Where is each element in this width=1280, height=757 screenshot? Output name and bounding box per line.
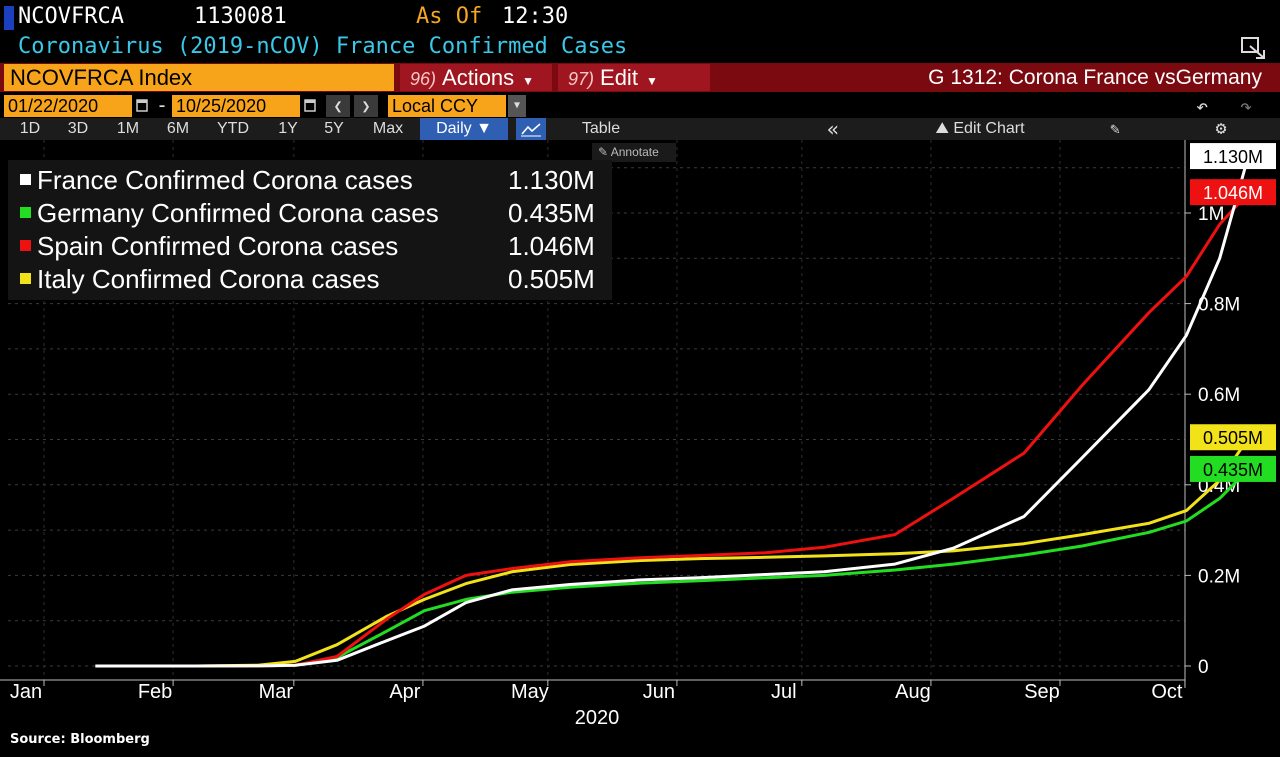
chart-toolbar <box>0 118 1280 140</box>
legend-swatch <box>20 240 31 251</box>
chart-edit-icon: ⛰ <box>935 120 954 137</box>
y-tick-label: 0.6M <box>1198 385 1240 406</box>
frequency-dropdown[interactable]: Daily ▼ <box>420 118 508 140</box>
chevron-down-icon: ▼ <box>645 74 658 88</box>
edit-chart-label: Edit Chart <box>953 120 1025 137</box>
period-ytd-button[interactable]: YTD <box>217 120 249 137</box>
calendar-icon[interactable] <box>136 98 148 112</box>
end-date-input[interactable]: 10/25/2020 <box>172 95 300 117</box>
y-tick-label: 0.8M <box>1198 295 1240 316</box>
period-1d-button[interactable]: 1D <box>19 120 41 137</box>
legend-item-spain[interactable]: Spain Confirmed Corona cases 1.046M <box>20 230 595 263</box>
legend-item-germany[interactable]: Germany Confirmed Corona cases 0.435M <box>20 197 595 230</box>
period-3d-button[interactable]: 3D <box>67 120 89 137</box>
index-input[interactable]: NCOVFRCA Index <box>4 64 394 91</box>
x-year-label: 2020 <box>575 707 620 729</box>
legend-item-france[interactable]: France Confirmed Corona cases 1.130M <box>20 164 595 197</box>
x-tick-label: Sep <box>1024 681 1060 703</box>
series-line-italy <box>95 436 1251 668</box>
x-tick-label: May <box>511 681 549 703</box>
legend-value: 1.046M <box>508 231 595 261</box>
edit-label: Edit <box>600 65 638 90</box>
chevron-down-icon[interactable]: ▼ <box>508 95 526 117</box>
legend-swatch <box>20 273 31 284</box>
line-chart-icon[interactable] <box>516 118 546 140</box>
chart-legend: France Confirmed Corona cases 1.130M Germ… <box>8 160 612 300</box>
series-line-germany <box>95 467 1250 668</box>
last-value-tag-france <box>1190 143 1276 170</box>
period-max-button[interactable]: Max <box>372 120 404 137</box>
header-marker <box>4 6 14 30</box>
source-note: Source: Bloomberg <box>10 732 150 747</box>
calendar-icon[interactable] <box>304 98 316 112</box>
start-date-input[interactable]: 01/22/2020 <box>4 95 132 117</box>
chevron-right-icon[interactable]: ❯ <box>354 95 378 117</box>
legend-label: Spain Confirmed Corona cases <box>37 231 399 261</box>
x-tick-label: Jan <box>10 681 42 703</box>
legend-value: 0.505M <box>508 264 595 294</box>
double-chevron-left-icon[interactable]: « <box>826 117 840 141</box>
currency-select[interactable]: Local CCY <box>388 95 506 117</box>
legend-label: Italy Confirmed Corona cases <box>37 264 380 294</box>
pencil-icon: ✎ <box>598 145 611 159</box>
period-6m-button[interactable]: 6M <box>166 120 190 137</box>
legend-value: 0.435M <box>508 198 595 228</box>
last-value-label-france: 1.130M <box>1203 147 1263 167</box>
gear-icon[interactable]: ⚙ <box>1215 118 1227 139</box>
redo-icon[interactable]: ↷ <box>1240 94 1253 118</box>
x-tick-label: Jul <box>771 681 797 703</box>
last-value: 1130081 <box>194 4 287 29</box>
date-separator: - <box>156 93 169 117</box>
period-5y-button[interactable]: 5Y <box>324 120 344 137</box>
annotate-label: Annotate <box>610 145 659 159</box>
x-tick-label: Mar <box>259 681 294 703</box>
legend-item-italy[interactable]: Italy Confirmed Corona cases 0.505M <box>20 263 595 296</box>
table-button[interactable]: Table <box>581 120 621 137</box>
undo-icon[interactable]: ↶ <box>1196 94 1209 118</box>
as-of-time: 12:30 <box>502 4 569 29</box>
edit-menu-button[interactable]: 97) Edit ▼ <box>558 64 710 91</box>
security-description: Coronavirus (2019-nCOV) France Confirmed… <box>18 34 628 59</box>
legend-label: Germany Confirmed Corona cases <box>37 198 439 228</box>
legend-value: 1.130M <box>508 165 595 195</box>
ticker-symbol: NCOVFRCA <box>18 4 124 29</box>
x-tick-label: Jun <box>643 681 675 703</box>
y-tick-label: 0.2M <box>1198 566 1240 587</box>
annotate-button[interactable]: ✎ Annotate <box>592 143 676 162</box>
x-tick-label: Apr <box>389 681 420 703</box>
y-tick-label: 0 <box>1198 657 1209 678</box>
x-tick-label: Feb <box>138 681 172 703</box>
chevron-left-icon[interactable]: ❮ <box>326 95 350 117</box>
last-value-label-italy: 0.505M <box>1203 428 1263 448</box>
last-value-label-spain: 1.046M <box>1203 183 1263 203</box>
last-value-tag-italy <box>1190 424 1276 451</box>
chevron-down-icon: ▼ <box>522 74 535 88</box>
actions-number: 96) <box>410 69 437 89</box>
pencil-icon[interactable]: ✎ <box>1110 119 1120 138</box>
x-tick-label: Aug <box>895 681 931 703</box>
last-value-tag-spain <box>1190 179 1276 206</box>
legend-swatch <box>20 174 31 185</box>
expand-icon[interactable] <box>1240 36 1268 62</box>
last-value-label-germany: 0.435M <box>1203 460 1263 480</box>
graph-title: G 1312: Corona France vsGermany <box>928 66 1262 89</box>
last-value-tag-germany <box>1190 455 1276 482</box>
actions-menu-button[interactable]: 96) Actions ▼ <box>400 64 552 91</box>
edit-number: 97) <box>568 69 595 89</box>
legend-swatch <box>20 207 31 218</box>
actions-label: Actions <box>442 65 515 90</box>
x-tick-label: Oct <box>1151 681 1183 703</box>
series-line-france <box>95 153 1251 668</box>
edit-chart-button[interactable]: ⛰ Edit Chart <box>890 118 1070 140</box>
period-1m-button[interactable]: 1M <box>116 120 140 137</box>
y-tick-label: 1M <box>1198 204 1224 225</box>
period-1y-button[interactable]: 1Y <box>278 120 298 137</box>
as-of-label: As Of <box>416 4 483 29</box>
legend-label: France Confirmed Corona cases <box>37 165 413 195</box>
